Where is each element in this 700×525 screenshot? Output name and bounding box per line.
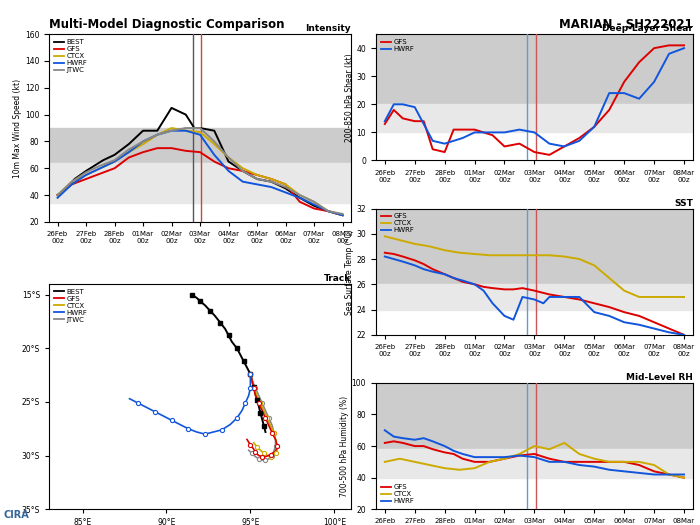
Bar — [376, 208, 693, 285]
Legend: BEST, GFS, CTCX, HWRF, JTWC: BEST, GFS, CTCX, HWRF, JTWC — [52, 287, 89, 324]
Text: CIRA: CIRA — [4, 510, 29, 520]
Y-axis label: 200-850 hPa Shear (kt): 200-850 hPa Shear (kt) — [344, 53, 354, 142]
Y-axis label: 700-500 hPa Humidity (%): 700-500 hPa Humidity (%) — [340, 395, 349, 497]
Text: Multi-Model Diagnostic Comparison: Multi-Model Diagnostic Comparison — [49, 18, 284, 31]
Text: SST: SST — [674, 199, 693, 208]
Text: Intensity: Intensity — [305, 24, 351, 34]
Text: MARIAN - SH222021: MARIAN - SH222021 — [559, 18, 693, 31]
Y-axis label: 10m Max Wind Speed (kt): 10m Max Wind Speed (kt) — [13, 78, 22, 177]
Legend: GFS, CTCX, HWRF: GFS, CTCX, HWRF — [379, 483, 416, 506]
Bar — [49, 128, 351, 163]
Legend: BEST, GFS, CTCX, HWRF, JTWC: BEST, GFS, CTCX, HWRF, JTWC — [52, 38, 89, 75]
Bar — [376, 285, 693, 310]
Bar — [376, 104, 693, 132]
Bar — [376, 383, 693, 449]
Text: Mid-Level RH: Mid-Level RH — [626, 373, 693, 382]
Text: Deep-Layer Shear: Deep-Layer Shear — [602, 24, 693, 34]
Bar — [376, 34, 693, 104]
Text: Track: Track — [324, 274, 351, 283]
Bar — [49, 163, 351, 203]
Legend: GFS, CTCX, HWRF: GFS, CTCX, HWRF — [379, 212, 416, 235]
Legend: GFS, HWRF: GFS, HWRF — [379, 38, 416, 54]
Bar — [376, 449, 693, 478]
Y-axis label: Sea Surface Temp (°C): Sea Surface Temp (°C) — [344, 229, 354, 314]
